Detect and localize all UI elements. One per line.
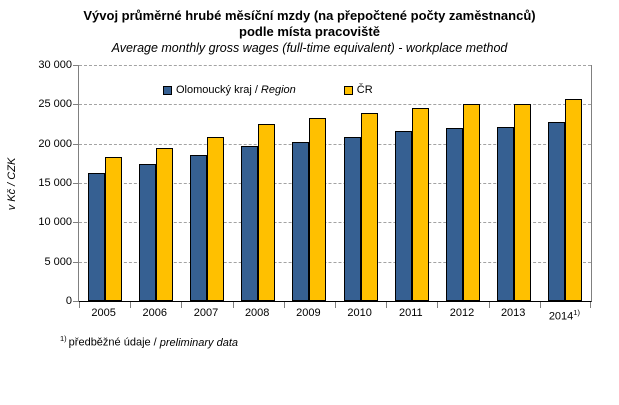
bar-region-2011 bbox=[394, 131, 412, 301]
x-tick-label-2006: 2006 bbox=[129, 306, 180, 320]
x-tick-label-2013: 2013 bbox=[488, 306, 539, 320]
legend-marker-region-icon bbox=[163, 85, 172, 95]
x-axis-tick bbox=[386, 302, 388, 308]
bar-region-2007 bbox=[190, 154, 207, 301]
gridline-5000 bbox=[79, 261, 591, 263]
chart-subtitle: Average monthly gross wages (full-time e… bbox=[111, 41, 508, 55]
plot-area: Olomoucký kraj / Region ČR bbox=[73, 65, 592, 308]
bar-region-2008 bbox=[241, 146, 259, 301]
bar-cr-2008 bbox=[258, 124, 276, 301]
bar-region-2010 bbox=[343, 136, 361, 301]
y-tick-label: 15 000 bbox=[38, 177, 72, 189]
x-axis-tick bbox=[539, 302, 541, 308]
gridline-10000 bbox=[79, 222, 591, 224]
gridline-15000 bbox=[79, 183, 591, 184]
y-tick-label: 25 000 bbox=[38, 98, 72, 111]
bar-cr-2007 bbox=[207, 136, 224, 301]
y-tick-label: 5 000 bbox=[44, 255, 72, 268]
footnote-text: předběžné údaje / bbox=[68, 336, 157, 349]
y-tick-label: 10 000 bbox=[38, 216, 72, 229]
bar-cr-2011 bbox=[411, 108, 429, 301]
x-axis-tick bbox=[283, 302, 285, 308]
footnote-marker: 1) bbox=[60, 334, 67, 343]
y-axis-tick bbox=[73, 104, 79, 106]
footnote: 1) předběžné údaje / preliminary data bbox=[60, 334, 238, 349]
bar-cr-2012 bbox=[463, 103, 480, 301]
chart-title-line-2: podle místa pracoviště bbox=[239, 24, 380, 39]
x-tick-label-2012: 2012 bbox=[436, 306, 487, 320]
x-tick-label-2009: 2009 bbox=[283, 306, 334, 320]
bar-cr-2013 bbox=[514, 104, 532, 301]
y-axis-tick bbox=[73, 261, 79, 263]
legend: Olomoucký kraj / Region ČR bbox=[163, 84, 373, 96]
y-axis-tick bbox=[73, 65, 79, 66]
x-tick-year: 2007 bbox=[193, 307, 219, 319]
bar-cr-2006 bbox=[155, 147, 173, 301]
x-tick-label-2008: 2008 bbox=[232, 306, 283, 320]
x-tick-label-2005: 2005 bbox=[78, 306, 129, 320]
x-tick-label-2007: 2007 bbox=[180, 306, 231, 320]
legend-marker-cr-icon bbox=[343, 85, 353, 95]
x-tick-year: 2008 bbox=[244, 307, 270, 319]
x-tick-label-2011: 2011 bbox=[385, 306, 436, 320]
y-tick-label: 0 bbox=[65, 295, 72, 307]
bar-cr-2009 bbox=[309, 117, 327, 301]
x-axis-tick bbox=[181, 302, 183, 308]
x-tick-year: 2011 bbox=[398, 307, 423, 319]
legend-label-region: Olomoucký kraj / Region bbox=[176, 84, 296, 96]
y-tick-label: 30 000 bbox=[38, 59, 72, 71]
gridline-25000 bbox=[79, 104, 591, 106]
x-tick-footnote-marker: 1) bbox=[573, 308, 580, 317]
x-axis-tick bbox=[437, 302, 439, 308]
x-tick-label-2014: 20141) bbox=[539, 306, 590, 323]
footnote-text-italic: preliminary data bbox=[159, 336, 239, 349]
bar-region-2012 bbox=[446, 127, 463, 301]
legend-label-region-italic: Region bbox=[260, 84, 296, 96]
x-tick-year: 2010 bbox=[347, 307, 372, 319]
x-axis-tick bbox=[335, 302, 336, 308]
x-axis-tick bbox=[232, 302, 234, 308]
y-axis-tick bbox=[73, 183, 79, 184]
legend-label-cr: ČR bbox=[357, 84, 373, 96]
bar-region-2013 bbox=[497, 127, 515, 301]
x-axis-tick bbox=[79, 302, 80, 308]
x-axis-tick bbox=[488, 302, 490, 308]
bar-region-2014 bbox=[548, 122, 566, 301]
gridline-20000 bbox=[79, 143, 591, 145]
y-tick-label: 20 000 bbox=[38, 137, 72, 150]
x-tick-year: 2009 bbox=[296, 307, 321, 319]
gridline-30000 bbox=[79, 65, 591, 66]
x-axis-tick bbox=[590, 302, 591, 308]
bar-region-2005 bbox=[87, 172, 105, 301]
bar-region-2009 bbox=[292, 142, 310, 301]
legend-item-cr: ČR bbox=[343, 84, 373, 96]
y-axis-tick bbox=[73, 222, 79, 224]
bar-cr-2014 bbox=[565, 98, 583, 301]
y-axis-tick bbox=[73, 143, 79, 145]
x-tick-label-2010: 2010 bbox=[334, 306, 385, 320]
x-tick-year: 2006 bbox=[142, 307, 168, 319]
x-tick-year: 2012 bbox=[449, 307, 475, 319]
bar-cr-2005 bbox=[104, 157, 122, 301]
x-tick-year: 2005 bbox=[91, 307, 116, 319]
chart-title-line-1: Vývoj průměrné hrubé měsíční mzdy (na př… bbox=[83, 8, 536, 23]
legend-label-region-text: Olomoucký kraj / bbox=[176, 84, 258, 96]
legend-item-region: Olomoucký kraj / Region bbox=[163, 84, 296, 96]
bar-region-2006 bbox=[138, 164, 156, 301]
legend-label-cr-text: ČR bbox=[356, 84, 373, 96]
x-tick-year: 2014 bbox=[548, 310, 574, 323]
x-axis-tick bbox=[130, 302, 132, 308]
x-tick-year: 2013 bbox=[500, 307, 526, 319]
y-axis-tick bbox=[73, 301, 79, 302]
bar-cr-2010 bbox=[360, 113, 378, 301]
